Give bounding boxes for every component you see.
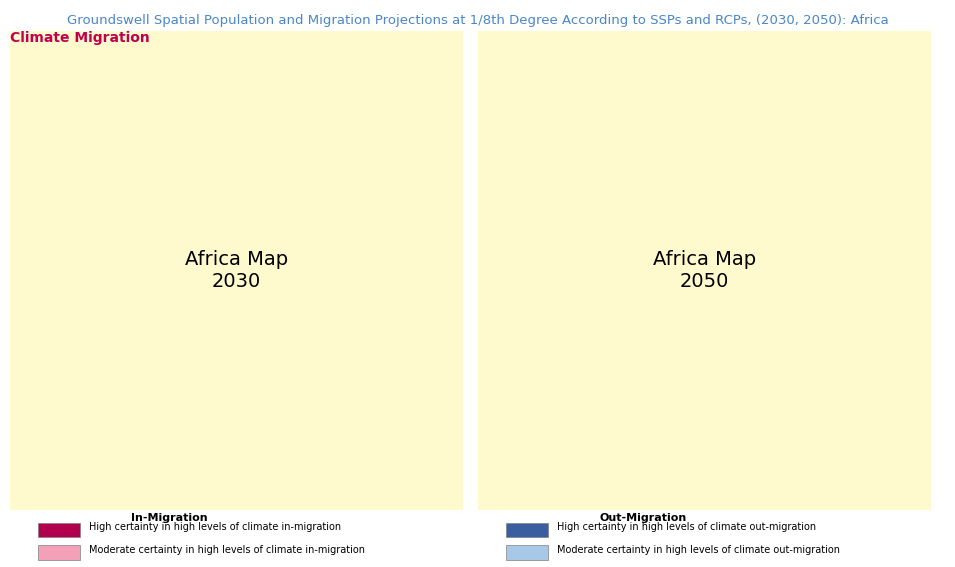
- Text: In-Migration: In-Migration: [131, 513, 208, 523]
- Text: Climate Migration: Climate Migration: [10, 31, 149, 45]
- Text: Groundswell Spatial Population and Migration Projections at 1/8th Degree Accordi: Groundswell Spatial Population and Migra…: [67, 14, 888, 27]
- Text: Out-Migration: Out-Migration: [599, 513, 687, 523]
- Text: Africa Map
2050: Africa Map 2050: [653, 250, 755, 291]
- Text: Moderate certainty in high levels of climate out-migration: Moderate certainty in high levels of cli…: [557, 545, 840, 555]
- FancyBboxPatch shape: [387, 0, 955, 567]
- Text: Moderate certainty in high levels of climate in-migration: Moderate certainty in high levels of cli…: [89, 545, 365, 555]
- Text: High certainty in high levels of climate out-migration: High certainty in high levels of climate…: [557, 522, 817, 532]
- FancyBboxPatch shape: [505, 523, 548, 537]
- Text: High certainty in high levels of climate in-migration: High certainty in high levels of climate…: [89, 522, 341, 532]
- FancyBboxPatch shape: [0, 0, 554, 567]
- FancyBboxPatch shape: [37, 545, 80, 560]
- Text: Africa Map
2030: Africa Map 2030: [185, 250, 287, 291]
- FancyBboxPatch shape: [37, 523, 80, 537]
- FancyBboxPatch shape: [505, 545, 548, 560]
